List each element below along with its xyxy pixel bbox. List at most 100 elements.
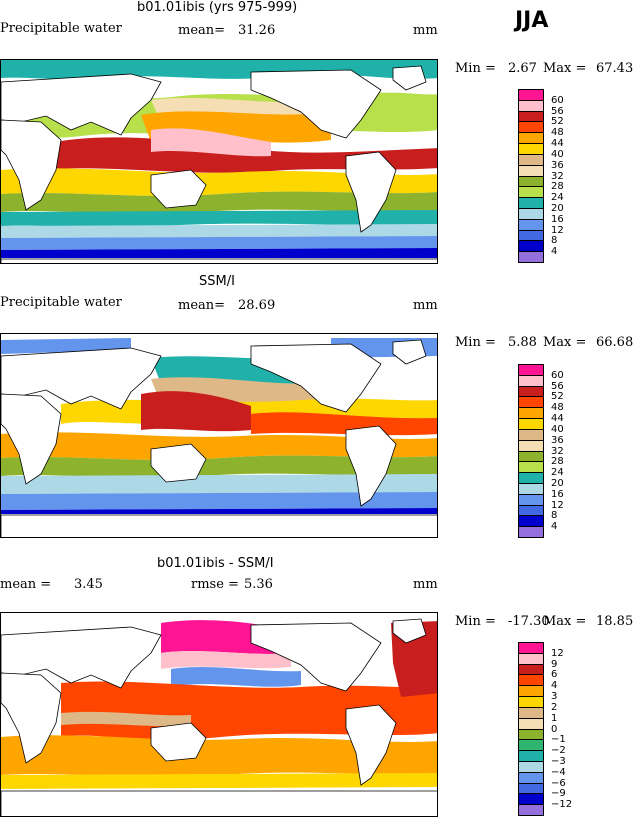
panel1-min-value: 2.67 [508, 61, 537, 76]
panel3-map [0, 612, 438, 817]
panel2-max-value: 66.68 [596, 335, 633, 350]
panel3-rmse-label: rmse = [191, 577, 239, 592]
panel1-south-teal [1, 210, 437, 228]
panel1-tropics-s [1, 168, 437, 196]
panel3-land-n-america [250, 622, 382, 692]
panel2-land-s-america [345, 425, 397, 507]
panel1-subtropics-s [1, 191, 437, 214]
colorbar-tick-label: 8 [551, 510, 558, 522]
season-label: JJA [515, 8, 549, 33]
panel3-n-pacific-blue [171, 667, 301, 687]
panel3-min-value: -17.30 [508, 614, 550, 629]
colorbar-tick-label: 20 [551, 477, 564, 489]
panel2-mean-value: 28.69 [238, 298, 276, 313]
colorbar-tick-label: 4 [551, 680, 558, 692]
colorbar-tick-label: 44 [551, 413, 564, 425]
colorbar-tick-label: 60 [551, 369, 564, 381]
colorbar-tick-label: 32 [551, 445, 564, 457]
panel2-land-antarctica [1, 514, 437, 537]
colorbar-swatch [518, 526, 544, 538]
panel1-south-lightblue [1, 224, 437, 238]
colorbar-tick-label: 24 [551, 467, 564, 479]
colorbar-tick-label: 4 [551, 521, 558, 533]
colorbar-tick-label: −4 [551, 766, 566, 778]
panel1-min-label: Min = [455, 61, 496, 76]
colorbar-tick-label: −2 [551, 745, 566, 757]
panel1-pink-core [151, 128, 271, 157]
colorbar-tick-label: 56 [551, 380, 564, 392]
colorbar-tick-label: 12 [551, 647, 564, 659]
colorbar-tick-label: 52 [551, 391, 564, 403]
panel2-arctic [1, 338, 437, 358]
panel3-mean-label: mean = [0, 577, 52, 592]
colorbar-swatch [518, 251, 544, 263]
panel1-max-value: 67.43 [596, 61, 633, 76]
panel2-max-label: Max = [543, 335, 587, 350]
colorbar-tick-label: 40 [551, 148, 564, 160]
panel2-tropics-s [1, 432, 437, 460]
panel3-tropical-yellow [1, 735, 437, 777]
panel1-land-s-america [345, 151, 397, 233]
colorbar-tick-label: 32 [551, 170, 564, 182]
panel2-units: mm [413, 298, 438, 313]
colorbar-tick-label: 52 [551, 116, 564, 128]
panel3-units: mm [413, 577, 438, 592]
colorbar-tick-label: −6 [551, 777, 566, 789]
panel1-max-label: Max = [543, 61, 587, 76]
panel1-units: mm [413, 23, 438, 38]
panel1-arctic [1, 60, 437, 80]
panel1-land-n-america [250, 69, 382, 139]
panel3-land-africa [1, 672, 62, 764]
colorbar-tick-label: 36 [551, 159, 564, 171]
colorbar-tick-label: 6 [551, 669, 558, 681]
colorbar-tick-label: 12 [551, 224, 564, 236]
panel3-south-gold [1, 773, 437, 789]
colorbar-tick-label: −3 [551, 755, 566, 767]
panel2-mean-label: mean= [178, 298, 226, 313]
panel3-max-label: Max = [543, 614, 587, 629]
panel3-land-s-america [345, 704, 397, 786]
colorbar-tick-label: 40 [551, 423, 564, 435]
panel2-land-greenland [392, 339, 427, 365]
panel3-max-value: 18.85 [596, 614, 633, 629]
colorbar-tick-label: 8 [551, 235, 558, 247]
panel3-land-antarctica [1, 790, 437, 816]
panel2-south-blue [1, 492, 437, 510]
panel3-mean-value: 3.45 [74, 577, 103, 592]
colorbar-tick-label: 60 [551, 94, 564, 106]
panel2-map [0, 333, 438, 538]
panel2-min-value: 5.88 [508, 335, 537, 350]
panel1-mean-value: 31.26 [238, 23, 276, 38]
panel2-band-orange [251, 412, 437, 436]
colorbar-tick-label: 16 [551, 213, 564, 225]
colorbar-tick-label: 2 [551, 701, 558, 713]
panel3-colorbar: 12 9 6 4 3 2 1 0 −1 −2 −3 −4 −6 −9 −12 [518, 642, 572, 816]
colorbar-tick-label: 4 [551, 246, 558, 258]
panel3-land-australia [150, 722, 207, 762]
panel2-land-australia [150, 443, 207, 483]
colorbar-tick-label: 20 [551, 202, 564, 214]
panel1-land-greenland [392, 65, 427, 91]
panel1-map [0, 59, 438, 264]
colorbar-tick-label: 28 [551, 456, 564, 468]
panel2-subtropics-s [1, 455, 437, 478]
colorbar-tick-label: −9 [551, 788, 566, 800]
panel2-land-africa [1, 393, 62, 485]
panel1-south-darkblue [1, 248, 437, 258]
panel1-variable-label: Precipitable water [0, 21, 122, 36]
panel2-south-darkblue [1, 508, 437, 514]
colorbar-tick-label: 44 [551, 138, 564, 150]
colorbar-tick-label: 0 [551, 723, 558, 735]
panel1-south-blue [1, 236, 437, 250]
colorbar-tick-label: 12 [551, 499, 564, 511]
panel1-colorbar: 60 56 52 48 44 40 36 32 28 24 20 16 12 8 4 [518, 89, 564, 263]
panel3-n-pacific-lightpink [161, 651, 291, 669]
panel2-colorbar: 60 56 52 48 44 40 36 32 28 24 20 16 12 8 4 [518, 364, 564, 538]
colorbar-tick-label: 16 [551, 488, 564, 500]
panel1-mean-label: mean= [178, 23, 226, 38]
panel2-min-label: Min = [455, 335, 496, 350]
panel1-title: b01.01ibis (yrs 975-999) [137, 0, 298, 15]
colorbar-tick-label: 48 [551, 402, 564, 414]
colorbar-tick-label: 24 [551, 192, 564, 204]
colorbar-tick-label: 28 [551, 181, 564, 193]
